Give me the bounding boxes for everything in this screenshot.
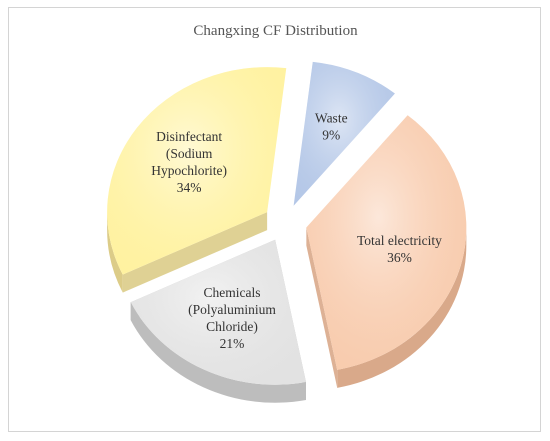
slice-face-1-1 [306,227,338,388]
slice-side-1 [337,227,467,388]
slice-label-0: Waste 9% [315,110,348,142]
slice-name-line-3-1: (Sodium [166,146,213,161]
chart-frame: Changxing CF Distribution Waste 9% Total e… [8,7,541,432]
slice-name-line-0-0: Waste [315,110,348,125]
chart-title: Changxing CF Distribution [193,23,358,39]
pie-slice-shine-1 [306,115,467,370]
pie-slice-shine-2 [130,239,306,385]
slice-face-3-0 [122,212,268,293]
slice-name-line-3-0: Disinfectant [156,129,222,144]
slice-name-line-3-2: Hypochlorite) [151,163,227,178]
slice-name-line-2-1: (Polyaluminium [188,302,276,317]
slice-name-line-1-0: Total electricity [357,233,442,248]
slice-side-2 [130,302,306,403]
slice-name-line-2-2: Chloride) [206,319,258,334]
pie-slice-shine-3 [107,67,287,275]
slice-label-1: Total electricity 36% [357,233,442,265]
slice-value-1: 36% [387,250,412,265]
slice-value-0: 9% [322,127,340,142]
pie-chart: Waste 9% Total electricity 36% Chemicals (Pol… [107,61,467,403]
slice-value-2: 21% [220,336,245,351]
slice-value-3: 34% [177,180,202,195]
slice-side-3 [107,212,123,293]
slice-label-3: Disinfectant (Sodium Hypochlorite) 34% [151,129,227,195]
slice-name-line-2-0: Chemicals [204,285,261,300]
slice-label-2: Chemicals (Polyaluminium Chloride) 21% [188,285,276,351]
pie-slice-shine-0 [293,61,395,206]
